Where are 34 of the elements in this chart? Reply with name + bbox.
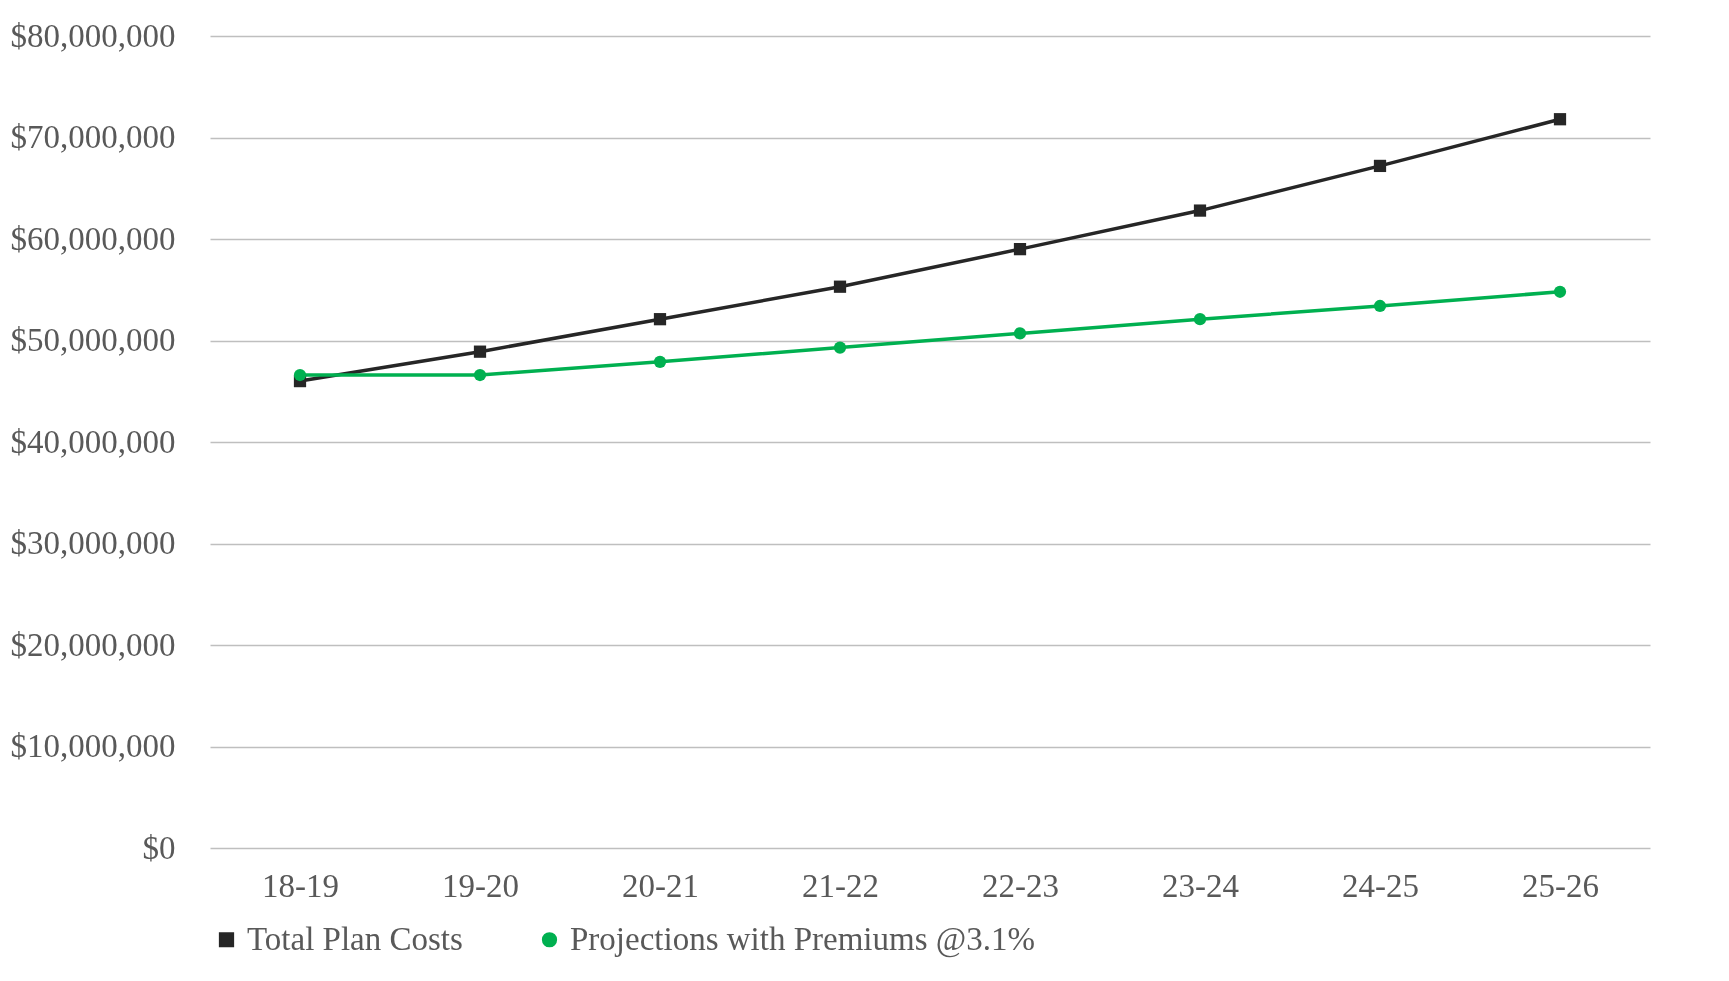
point [1193, 313, 1207, 326]
y-tick-label: $20,000,000 [10, 626, 176, 663]
y-tick-label: $80,000,000 [10, 17, 176, 54]
y-tick-label: $70,000,000 [10, 119, 176, 155]
point [473, 345, 487, 358]
legend-label: Projections with Premiums @3.1% [570, 920, 1035, 958]
point [1373, 299, 1387, 313]
x-tick-label: 23-24 [1162, 867, 1239, 904]
point [833, 280, 847, 293]
y-tick-label: $30,000,000 [10, 525, 176, 561]
point [1193, 204, 1207, 217]
y-tick-label: $60,000,000 [10, 220, 176, 257]
y-tick-label: $40,000,000 [10, 423, 176, 460]
x-tick-label: 22-23 [982, 867, 1059, 904]
point [1013, 327, 1027, 340]
point [833, 341, 847, 354]
y-tick-label: $0 [142, 829, 176, 866]
legend-label: Total Plan Costs [247, 920, 463, 957]
y-tick-label: $50,000,000 [10, 322, 176, 358]
x-tick-label: 19-20 [442, 867, 519, 904]
point [653, 355, 667, 368]
point [653, 313, 667, 326]
point [1553, 285, 1567, 298]
point [1373, 159, 1387, 173]
x-tick-label: 24-25 [1342, 867, 1419, 904]
x-tick-label: 21-22 [802, 867, 879, 904]
x-tick-label: 18-19 [262, 867, 339, 904]
x-tick-label: 20-21 [622, 867, 699, 904]
point [473, 368, 487, 382]
point [1553, 113, 1567, 126]
point [1013, 243, 1027, 256]
y-tick-label: $10,000,000 [10, 728, 176, 764]
x-tick-label: 25-26 [1522, 867, 1599, 904]
point [293, 368, 307, 382]
